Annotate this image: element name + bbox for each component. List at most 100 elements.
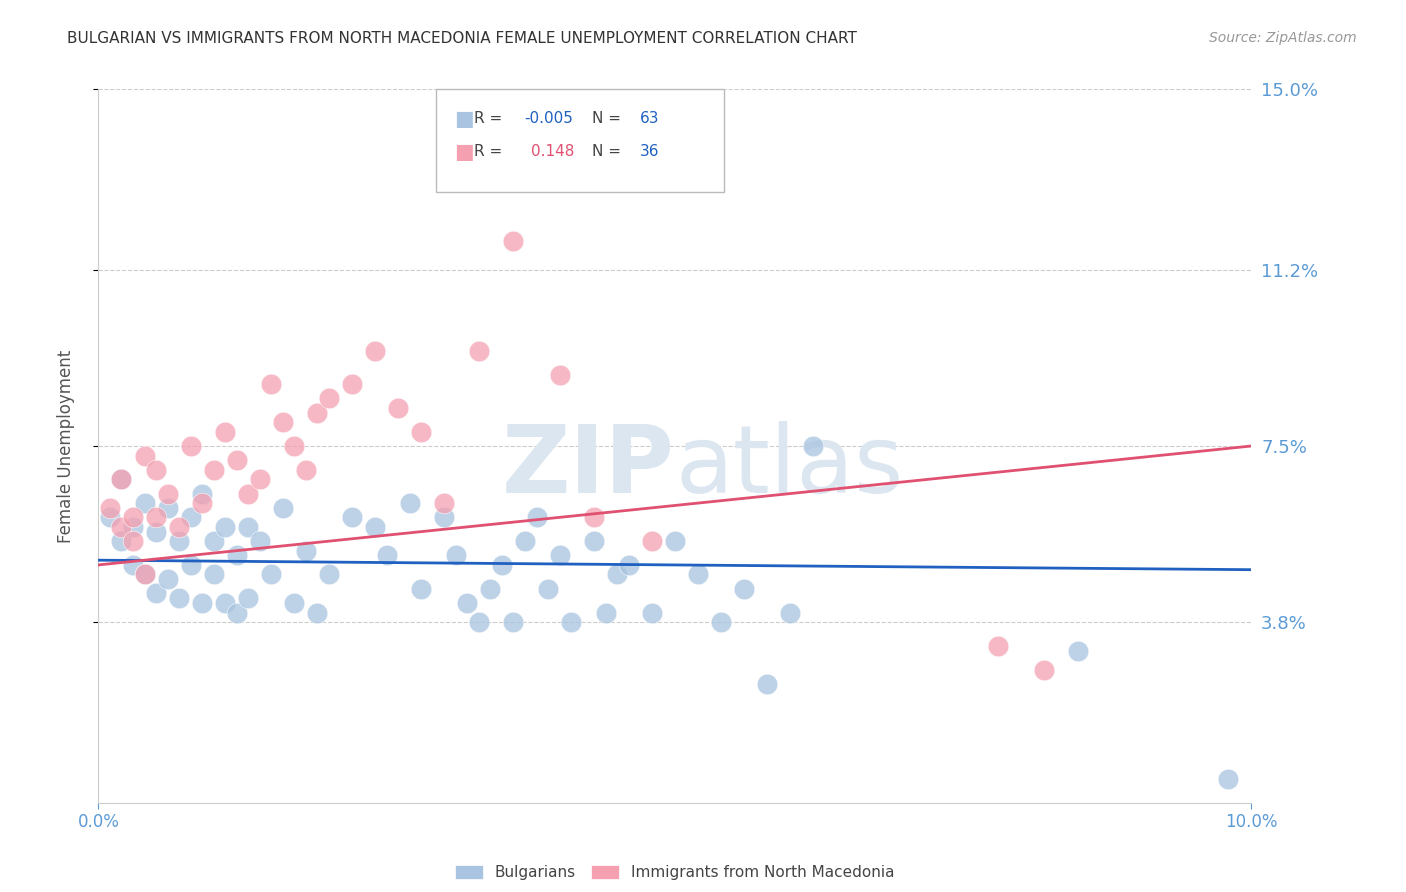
Point bbox=[202, 463, 225, 477]
Point bbox=[664, 534, 686, 549]
Point bbox=[641, 606, 664, 620]
Text: ■: ■ bbox=[454, 109, 474, 128]
Point bbox=[686, 567, 709, 582]
Point bbox=[710, 615, 733, 629]
Point bbox=[479, 582, 502, 596]
Point bbox=[548, 368, 571, 382]
Point bbox=[491, 558, 513, 572]
Point bbox=[537, 582, 560, 596]
Point bbox=[167, 591, 190, 606]
Text: 36: 36 bbox=[640, 145, 659, 159]
Point bbox=[398, 496, 420, 510]
Point bbox=[295, 543, 318, 558]
Point bbox=[433, 496, 456, 510]
Point bbox=[122, 520, 145, 534]
Point bbox=[238, 591, 260, 606]
Point bbox=[145, 510, 167, 524]
Text: N =: N = bbox=[592, 112, 626, 126]
Text: 63: 63 bbox=[640, 112, 659, 126]
Point bbox=[110, 472, 132, 486]
Point bbox=[595, 606, 617, 620]
Point bbox=[156, 486, 179, 500]
Point bbox=[110, 520, 132, 534]
Point bbox=[238, 486, 260, 500]
Point bbox=[271, 500, 294, 515]
Point bbox=[191, 496, 214, 510]
Point bbox=[502, 235, 524, 249]
Point bbox=[1032, 663, 1054, 677]
Point bbox=[98, 500, 121, 515]
Point bbox=[468, 343, 491, 358]
Text: BULGARIAN VS IMMIGRANTS FROM NORTH MACEDONIA FEMALE UNEMPLOYMENT CORRELATION CHA: BULGARIAN VS IMMIGRANTS FROM NORTH MACED… bbox=[67, 31, 858, 46]
Point bbox=[202, 567, 225, 582]
Point bbox=[191, 596, 214, 610]
Point bbox=[202, 534, 225, 549]
Text: Source: ZipAtlas.com: Source: ZipAtlas.com bbox=[1209, 31, 1357, 45]
Point bbox=[110, 472, 132, 486]
Y-axis label: Female Unemployment: Female Unemployment bbox=[56, 350, 75, 542]
Point bbox=[364, 343, 387, 358]
Text: atlas: atlas bbox=[675, 421, 903, 514]
Point bbox=[180, 558, 202, 572]
Point bbox=[433, 510, 456, 524]
Point bbox=[214, 596, 236, 610]
Point bbox=[606, 567, 628, 582]
Point bbox=[617, 558, 640, 572]
Point bbox=[225, 606, 247, 620]
Point bbox=[307, 406, 329, 420]
Point bbox=[225, 453, 247, 467]
Point bbox=[375, 549, 398, 563]
Point bbox=[318, 567, 340, 582]
Text: N =: N = bbox=[592, 145, 626, 159]
Point bbox=[191, 486, 214, 500]
Text: ■: ■ bbox=[454, 142, 474, 161]
Point bbox=[180, 510, 202, 524]
Point bbox=[987, 639, 1010, 653]
Point bbox=[295, 463, 318, 477]
Text: 0.148: 0.148 bbox=[531, 145, 575, 159]
Point bbox=[283, 439, 305, 453]
Legend: Bulgarians, Immigrants from North Macedonia: Bulgarians, Immigrants from North Macedo… bbox=[447, 857, 903, 888]
Point bbox=[513, 534, 536, 549]
Point bbox=[225, 549, 247, 563]
Point bbox=[271, 415, 294, 429]
Point bbox=[214, 425, 236, 439]
Point bbox=[283, 596, 305, 610]
Point bbox=[468, 615, 491, 629]
Point bbox=[122, 558, 145, 572]
Point bbox=[156, 500, 179, 515]
Point bbox=[122, 534, 145, 549]
Point bbox=[456, 596, 478, 610]
Point bbox=[1067, 643, 1090, 657]
Point bbox=[583, 510, 606, 524]
Point bbox=[156, 572, 179, 586]
Point bbox=[249, 534, 271, 549]
Point bbox=[249, 472, 271, 486]
Point bbox=[122, 510, 145, 524]
Point bbox=[318, 392, 340, 406]
Point bbox=[583, 534, 606, 549]
Point bbox=[364, 520, 387, 534]
Text: R =: R = bbox=[474, 112, 508, 126]
Point bbox=[340, 510, 363, 524]
Point bbox=[560, 615, 582, 629]
Point bbox=[444, 549, 467, 563]
Point bbox=[307, 606, 329, 620]
Point bbox=[145, 463, 167, 477]
Point bbox=[98, 510, 121, 524]
Point bbox=[411, 425, 433, 439]
Point bbox=[387, 401, 409, 415]
Text: -0.005: -0.005 bbox=[524, 112, 574, 126]
Point bbox=[260, 567, 283, 582]
Point bbox=[134, 449, 156, 463]
Text: ZIP: ZIP bbox=[502, 421, 675, 514]
Point bbox=[756, 677, 779, 691]
Point bbox=[167, 534, 190, 549]
Point bbox=[340, 377, 363, 392]
Point bbox=[134, 567, 156, 582]
Point bbox=[548, 549, 571, 563]
Point bbox=[214, 520, 236, 534]
Point bbox=[134, 496, 156, 510]
Point bbox=[1218, 772, 1240, 786]
Point bbox=[110, 534, 132, 549]
